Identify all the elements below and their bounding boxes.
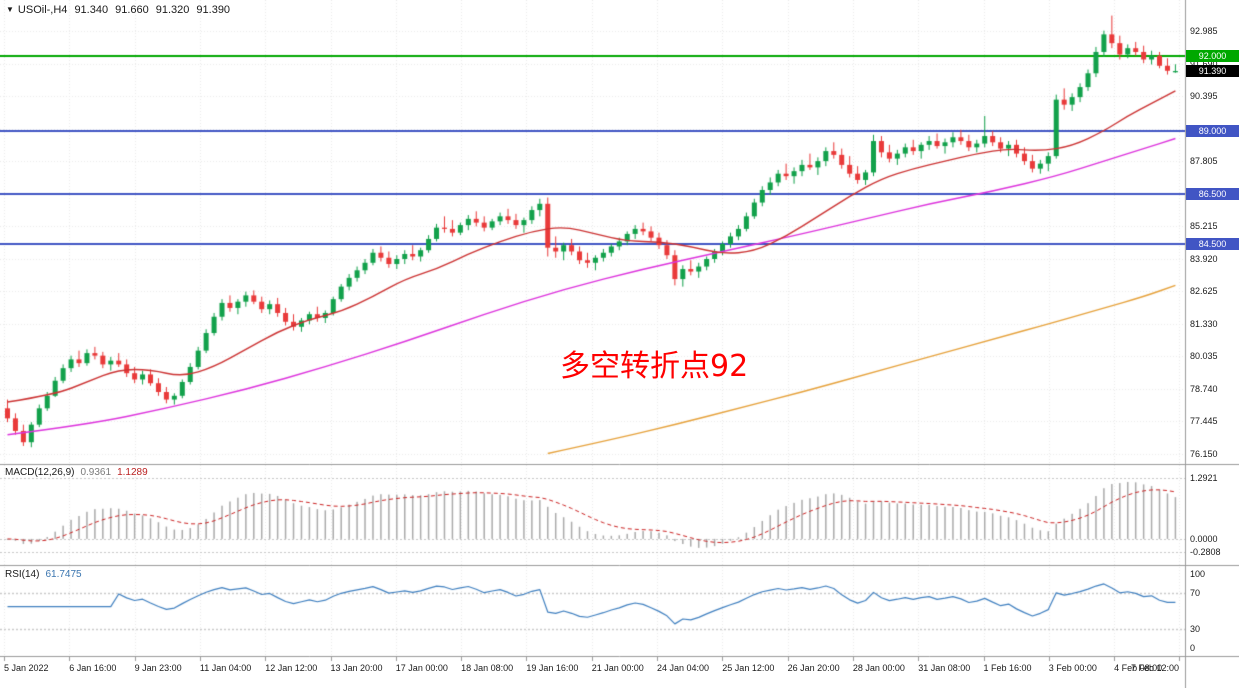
macd-panel-label: MACD(12,26,9) 0.9361 1.1289 [5,467,148,478]
price-tick-label: 87.805 [1190,156,1218,166]
ohlc-high: 91.660 [115,4,149,16]
macd-axis-label: -0.2808 [1190,547,1221,558]
rsi-panel-label: RSI(14) 61.7475 [5,569,82,580]
price-tick-label: 82.625 [1190,286,1218,296]
time-label: 19 Jan 16:00 [526,663,579,673]
macd-value-signal: 1.1289 [117,467,148,478]
price-tick-label: 78.740 [1190,383,1218,394]
price-tick-label: 81.330 [1190,318,1218,329]
price-tick-label: 83.920 [1190,253,1218,264]
chart-annotation[interactable]: 多空转折点92 [560,349,749,384]
macd-name: MACD(12,26,9) [5,467,75,478]
ohlc-open: 91.340 [74,4,109,16]
current-price-tag: 91.390 [1186,65,1239,78]
chart-header: ▼ USOil-,H4 91.340 91.660 91.320 91.390 [6,4,230,16]
price-tick-label: 76.150 [1190,448,1218,459]
price-tick-label: 80.035 [1190,351,1218,361]
level-price-tag: 84.500 [1186,237,1239,250]
time-label: 1 Feb 16:00 [983,663,1032,673]
rsi-axis-label: 30 [1190,623,1201,634]
time-label: 26 Jan 20:00 [787,663,840,673]
time-label: 31 Jan 08:00 [918,663,971,673]
time-label: 17 Jan 00:00 [395,663,448,673]
time-label: 21 Jan 00:00 [591,663,644,673]
time-label: 5 Jan 2022 [4,663,49,673]
level-price-tag: 92.000 [1186,49,1239,62]
price-axis[interactable]: 92.98591.69090.39589.10087.80586.51085.2… [1186,0,1239,657]
price-tick-label: 85.215 [1190,221,1218,231]
rsi-axis-label: 0 [1190,643,1196,653]
price-tick-label: 77.445 [1190,416,1218,426]
ohlc-close: 91.390 [196,4,231,16]
time-axis[interactable]: 5 Jan 2022 6 Jan 16:00 9 Jan 23:00 11 Jan 0… [0,657,1186,688]
time-label: 25 Jan 12:00 [722,663,775,673]
macd-axis-label: 0.0000 [1190,533,1218,544]
time-label: 3 Feb 00:00 [1048,663,1097,673]
price-tick-label: 90.395 [1190,91,1218,101]
rsi-axis-label: 100 [1190,569,1206,579]
ohlc-low: 91.320 [155,4,190,16]
time-label: 6 Jan 16:00 [69,663,117,673]
time-label: 7 Feb 12:00 [1131,663,1180,673]
time-label: 13 Jan 20:00 [330,663,383,673]
rsi-name: RSI(14) [5,569,40,580]
price-tick-label: 91.690 [1190,58,1218,69]
time-label: 12 Jan 12:00 [265,663,318,673]
price-tick-label: 92.985 [1190,26,1218,36]
rsi-value: 61.7475 [45,569,82,580]
macd-value-main: 0.9361 [80,467,112,478]
level-price-tag: 86.500 [1186,187,1239,200]
chart-shift-icon[interactable]: ▼ [6,5,14,14]
time-label: 24 Jan 04:00 [657,663,710,673]
time-label: 28 Jan 00:00 [852,663,905,673]
rsi-axis-label: 70 [1190,588,1201,599]
time-label: 11 Jan 04:00 [199,663,252,673]
time-label: 9 Jan 23:00 [134,663,182,673]
macd-axis-label: 1.2921 [1190,473,1218,484]
time-label: 4 Feb 08:00 [1114,663,1163,673]
time-label: 18 Jan 08:00 [461,663,514,673]
symbol-timeframe-label: USOil-,H4 [17,4,68,16]
level-price-tag: 89.000 [1186,125,1239,137]
